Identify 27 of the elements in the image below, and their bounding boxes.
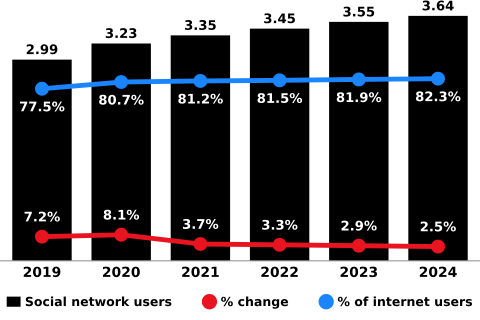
data-label: 3.35 bbox=[185, 20, 216, 30]
legend-label: % of internet users bbox=[338, 296, 472, 306]
legend-label: Social network users bbox=[26, 296, 172, 306]
x-tick-label: 2021 bbox=[182, 266, 219, 278]
x-tick-label: 2024 bbox=[420, 266, 457, 278]
data-label: 77.5% bbox=[20, 101, 64, 112]
data-label: 7.2% bbox=[24, 212, 60, 222]
data-label: 81.2% bbox=[178, 94, 223, 104]
data-label: 3.3% bbox=[262, 220, 298, 230]
data-label: 82.3% bbox=[416, 91, 460, 102]
data-label: 2.5% bbox=[420, 222, 456, 232]
data-label: 80.7% bbox=[99, 94, 144, 105]
data-label: 8.1% bbox=[104, 210, 140, 220]
x-tick-label: 2020 bbox=[102, 266, 140, 278]
data-label: 2.99 bbox=[26, 44, 58, 54]
data-label: 2.9% bbox=[342, 220, 377, 231]
x-tick-label: 2022 bbox=[261, 266, 298, 278]
x-tick-label: 2023 bbox=[340, 266, 378, 278]
data-label: 3.7% bbox=[182, 218, 218, 229]
data-label: 81.5% bbox=[258, 93, 302, 104]
data-label: 3.55 bbox=[343, 6, 374, 17]
data-label: 81.9% bbox=[336, 92, 382, 102]
data-label: 3.64 bbox=[422, 0, 454, 11]
data-label: 3.23 bbox=[106, 28, 136, 38]
data-label: 3.45 bbox=[264, 13, 295, 24]
x-tick-label: 2019 bbox=[24, 266, 60, 278]
legend-label: % change bbox=[221, 296, 288, 309]
